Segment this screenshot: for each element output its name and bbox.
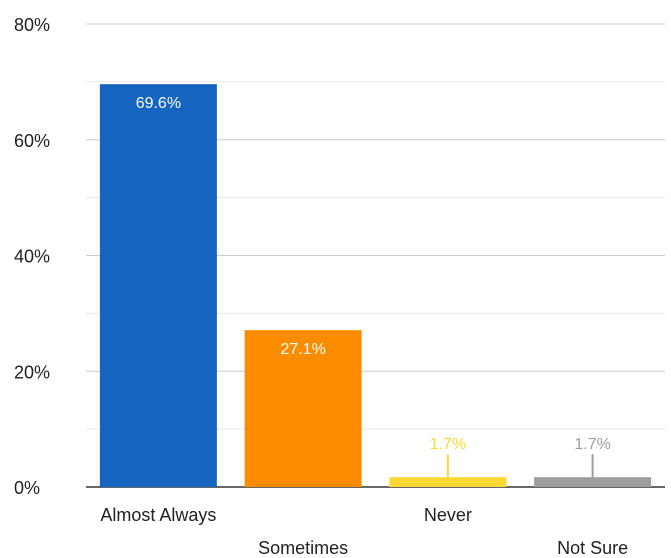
bar <box>534 477 652 487</box>
y-axis-ticks: 0% 20% 40% 60% 80% <box>14 15 50 498</box>
data-label: 69.6% <box>136 95 181 112</box>
bar <box>99 84 217 487</box>
x-category-label: Almost Always <box>100 505 216 525</box>
y-tick-label: 40% <box>14 247 50 267</box>
y-tick-label: 0% <box>14 478 40 498</box>
x-category-label: Not Sure <box>557 538 628 558</box>
data-label: 27.1% <box>280 341 325 358</box>
x-axis-categories: Almost Always Sometimes Never Not Sure <box>100 505 628 558</box>
bar <box>244 330 362 487</box>
data-label: 1.7% <box>430 436 466 453</box>
y-tick-label: 80% <box>14 15 50 35</box>
data-labels: 69.6% 27.1% 1.7% 1.7% <box>136 95 611 478</box>
data-label: 1.7% <box>574 436 610 453</box>
x-category-label: Never <box>424 505 472 525</box>
bar <box>389 477 507 487</box>
x-category-label: Sometimes <box>258 538 348 558</box>
y-tick-label: 20% <box>14 362 50 382</box>
bars <box>99 84 652 487</box>
y-tick-label: 60% <box>14 131 50 151</box>
